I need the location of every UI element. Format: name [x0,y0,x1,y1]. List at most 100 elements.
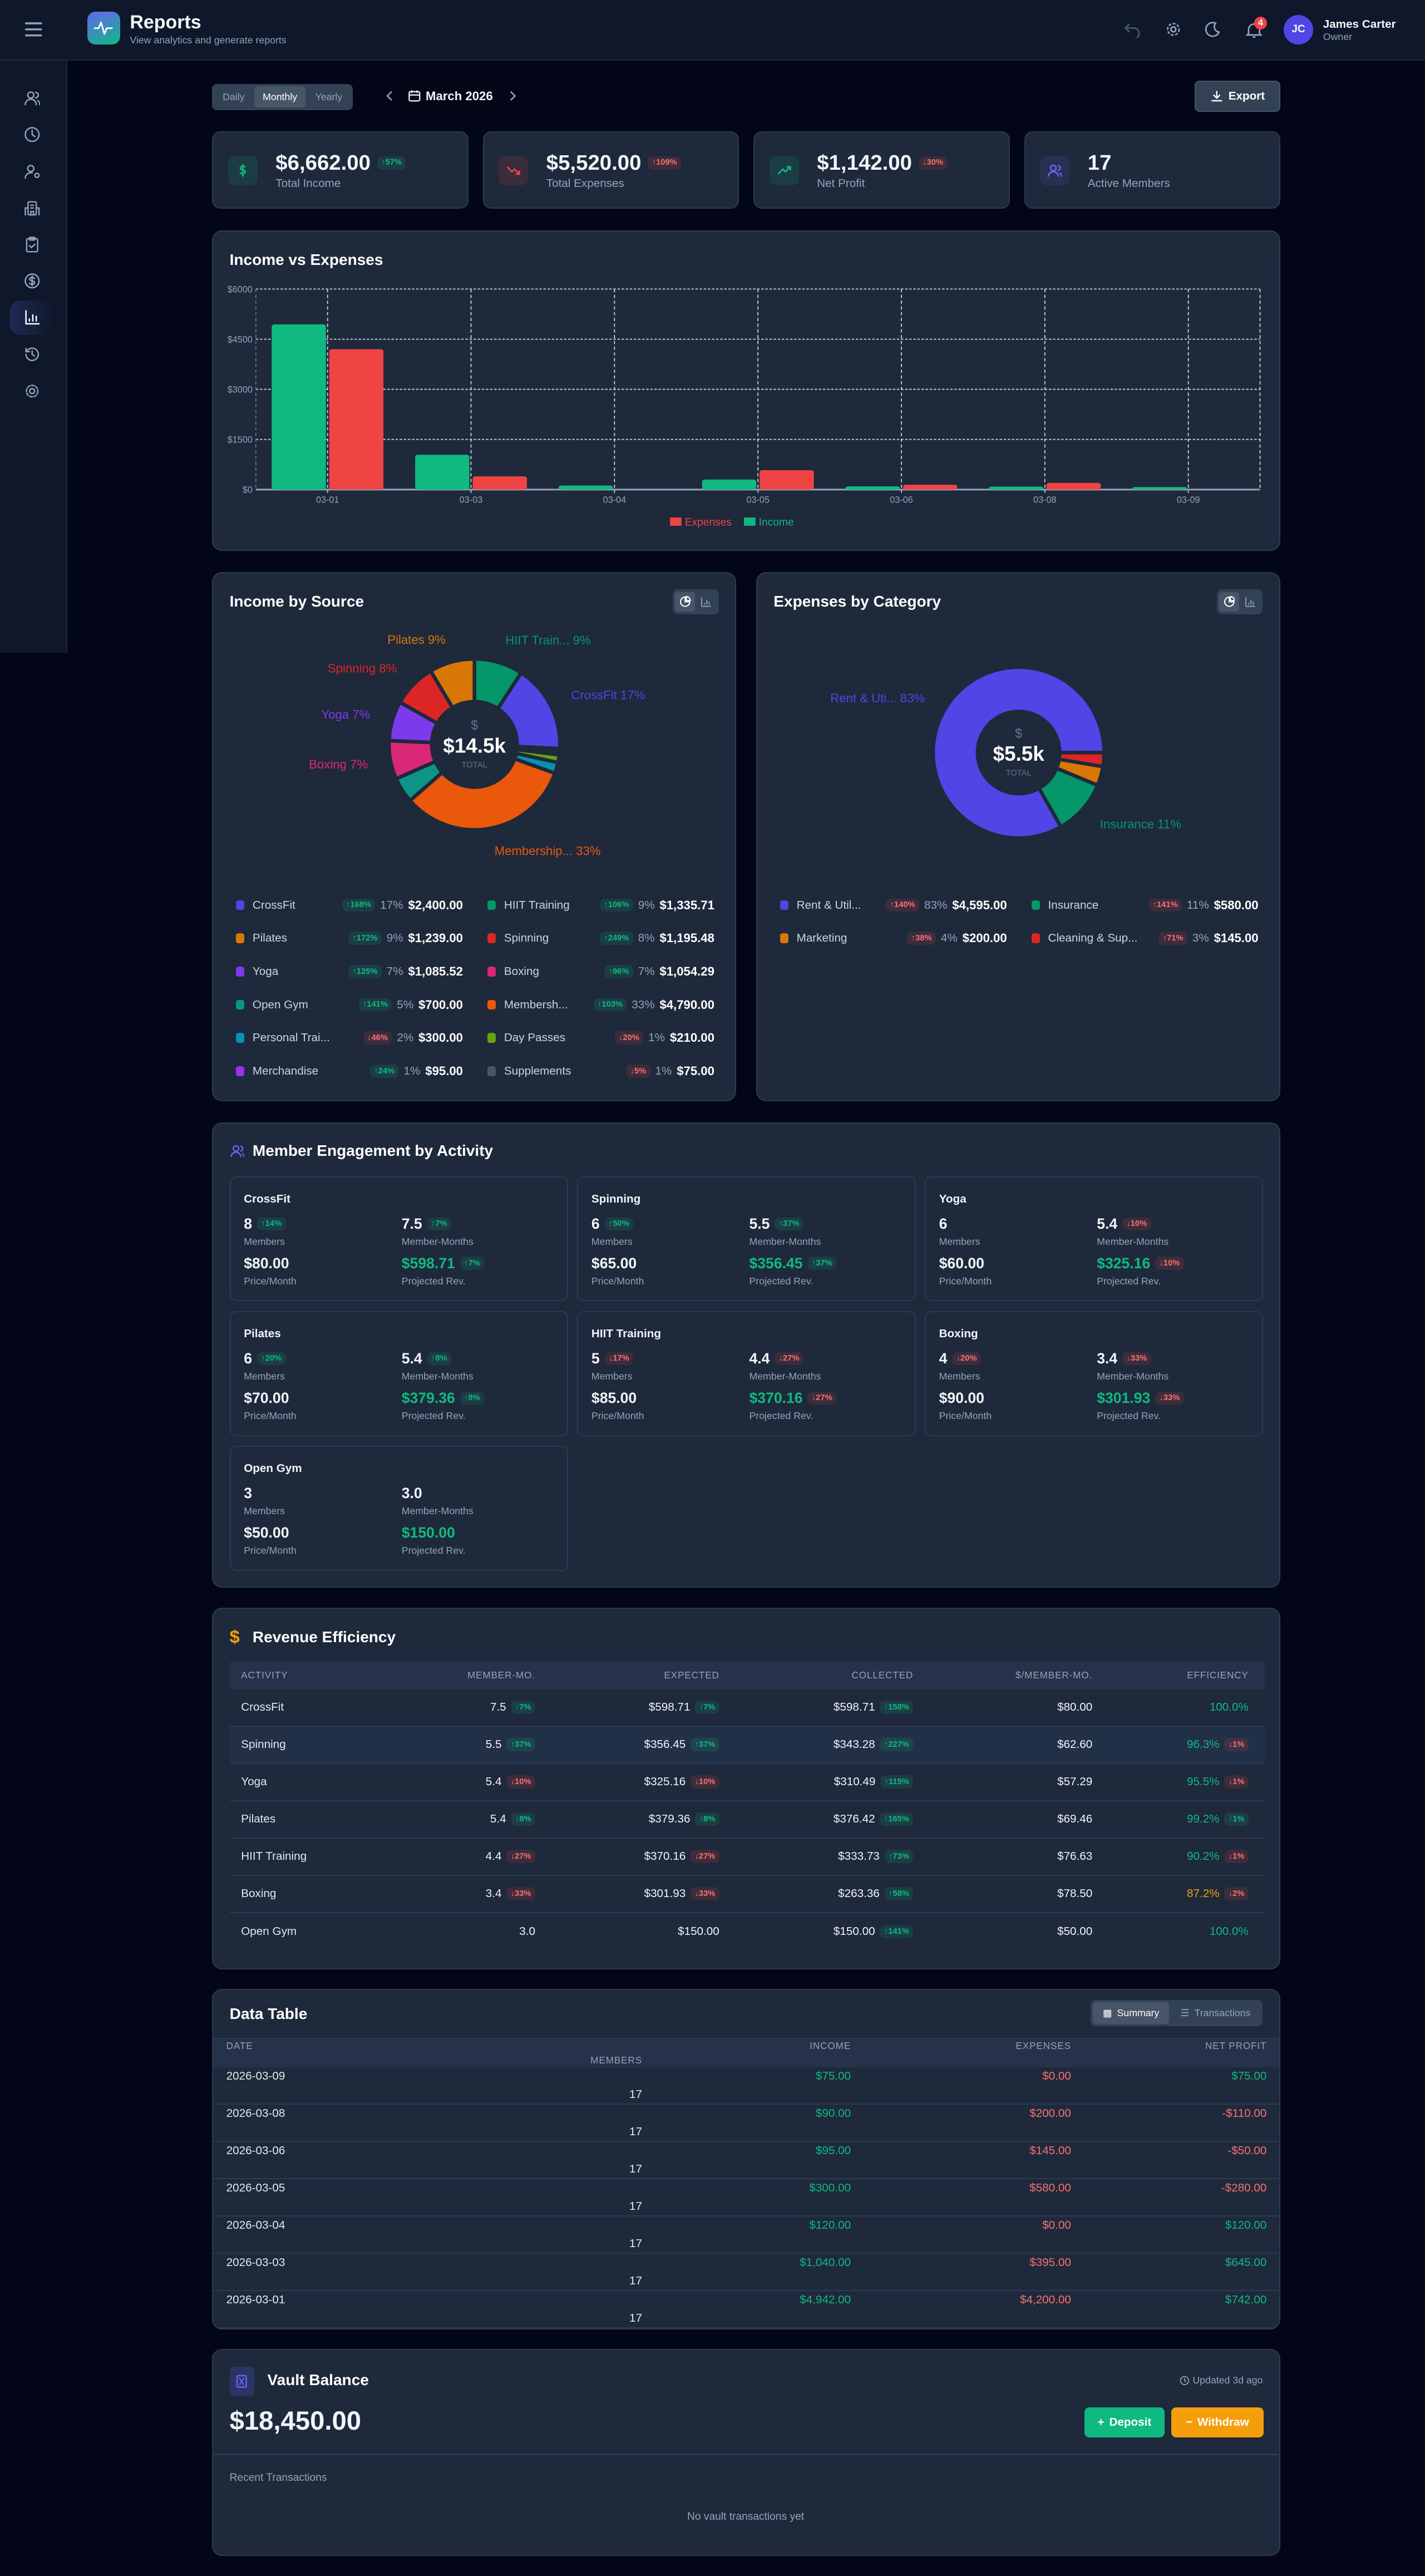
user-avatar[interactable]: JC [1283,14,1314,45]
chevron-right-icon[interactable] [506,90,518,102]
stat-value: $5,520.00 [546,150,642,175]
moon-icon[interactable] [1205,21,1221,38]
bar-income-03-08[interactable] [989,486,1043,490]
table-row[interactable]: 2026-03-03 $1,040.00 $395.00 $645.00 17 [213,2254,1280,2292]
pie-chart-icon[interactable] [1219,592,1239,612]
legend-item[interactable]: Cleaning & Sup... ↑71% 3% $145.00 [1032,930,1259,947]
bar-expenses-03-03[interactable] [472,476,527,490]
change-badge: ↑140% [886,898,920,912]
legend-item[interactable]: Supplements ↓5% 1% $75.00 [487,1063,714,1080]
deposit-button[interactable]: + Deposit [1084,2407,1165,2437]
legend-percent: 9% [386,932,403,945]
column-header[interactable]: NET PROFIT [1205,2040,1267,2052]
bar-income-03-06[interactable] [845,486,900,490]
table-row[interactable]: HIIT Training 4.4 ↓27% $370.16 ↓27% $333.73 ↑7… [229,1839,1265,1876]
table-row[interactable]: Boxing 3.4 ↓33% $301.93 ↓33% $263.36 ↑58% $78.5… [229,1876,1265,1913]
table-row[interactable]: Yoga 5.4 ↓10% $325.16 ↓10% $310.49 ↑115% $57.29… [229,1764,1265,1801]
legend-item[interactable]: Marketing ↑38% 4% $200.00 [780,930,1007,947]
table-row[interactable]: Spinning 5.5 ↑37% $356.45 ↑37% $343.28 ↑227% $6… [229,1726,1265,1764]
metric-value: 5.4 [401,1350,422,1367]
bar-expenses-03-05[interactable] [760,470,814,490]
date-label[interactable]: March 2026 [426,88,493,103]
legend-item[interactable]: Personal Trai... ↓46% 2% $300.00 [236,1030,463,1046]
undo-icon[interactable] [1124,21,1141,38]
export-button[interactable]: Export [1195,80,1280,112]
bar-expenses-03-01[interactable] [329,349,384,490]
sidebar-item-settings[interactable] [10,374,55,408]
arrow-down-icon: ↓ [608,1354,613,1363]
view-tab-summary[interactable]: ▦ Summary [1093,2002,1170,2024]
sidebar-item-dollar-circle[interactable] [10,264,55,298]
pie-chart-icon[interactable] [675,592,695,612]
sidebar-item-bar-chart[interactable] [9,300,55,335]
period-tab-monthly[interactable]: Monthly [254,86,305,108]
legend-item[interactable]: Open Gym ↑141% 5% $700.00 [236,997,463,1013]
legend-item[interactable]: CrossFit ↑168% 17% $2,400.00 [236,897,463,914]
chevron-left-icon[interactable] [384,90,396,102]
table-row[interactable]: Pilates 5.4 ↑8% $379.36 ↑8% $376.42 ↑165% $69.4… [229,1801,1265,1839]
bar-income-03-09[interactable] [1132,486,1187,490]
table-row[interactable]: 2026-03-08 $90.00 $200.00 -$110.00 17 [213,2105,1280,2142]
table-row[interactable]: Open Gym 3.0 $150.00 $150.00 ↑141% $50.00 100.… [230,1913,1265,1951]
sidebar-item-clipboard-check[interactable] [10,227,55,262]
bar-expenses-03-08[interactable] [1046,482,1101,490]
period-tab-yearly[interactable]: Yearly [315,91,343,102]
legend-label-income[interactable]: Income [759,516,794,528]
legend-item[interactable]: Spinning ↑249% 8% $1,195.48 [487,930,714,947]
settings-icon[interactable] [1165,21,1182,38]
table-row[interactable]: 2026-03-06 $95.00 $145.00 -$50.00 17 [213,2142,1280,2180]
column-header[interactable]: MEMBERS [590,2054,642,2066]
slice-crossfit[interactable] [496,671,562,751]
table-row[interactable]: 2026-03-04 $120.00 $0.00 $120.00 17 [213,2217,1280,2254]
change-badge: ↓27% [807,1391,837,1405]
column-header[interactable]: MEMBER-MO. [467,1669,535,1681]
sidebar-item-building[interactable] [10,190,55,225]
legend-item[interactable]: Membersh... ↑103% 33% $4,790.00 [487,997,714,1013]
period-tab-daily[interactable]: Daily [223,91,245,102]
hamburger-menu-icon[interactable] [24,21,42,38]
change-value: 27% [816,1393,832,1403]
column-header[interactable]: $/MEMBER-MO. [1015,1669,1093,1681]
expenses-donut-chart: Insurance 11% Rent & Uti... 83% $$5.5k TOTA… [830,665,1181,840]
legend-item[interactable]: Merchandise ↑24% 1% $95.00 [236,1063,463,1080]
sidebar-item-users[interactable] [10,81,55,115]
sidebar-item-user-cog[interactable] [10,154,55,188]
column-header[interactable]: ACTIVITY [241,1669,288,1681]
legend-item[interactable]: Pilates ↑172% 9% $1,239.00 [236,930,463,947]
bar-chart-icon[interactable] [1241,592,1260,612]
bar-income-03-05[interactable] [702,479,757,490]
slice-membersh-[interactable] [408,756,557,831]
table-row[interactable]: CrossFit 7.5 ↑7% $598.71 ↑7% $598.71 ↑158% $80.… [229,1690,1265,1727]
income-vs-expenses-card: Income vs Expenses $0 $1500 $3000 $4500 $600… [212,230,1280,551]
column-header[interactable]: EXPENSES [1015,2040,1071,2052]
bar-chart-icon[interactable] [697,592,716,612]
legend-item[interactable]: Boxing ↑96% 7% $1,054.29 [487,963,714,980]
sidebar-item-history[interactable] [10,337,55,372]
legend-item[interactable]: Rent & Util... ↑140% 83% $4,595.00 [780,897,1007,914]
slice-rent-util-[interactable] [931,665,1106,840]
bar-income-03-03[interactable] [415,454,470,490]
table-row[interactable]: 2026-03-09 $75.00 $0.00 $75.00 17 [213,2067,1280,2105]
column-header[interactable]: DATE [226,2040,253,2052]
bar-income-03-04[interactable] [558,485,613,490]
view-tab-transactions[interactable]: ☰ Transactions [1171,2002,1260,2023]
column-header[interactable]: EXPECTED [664,1669,719,1681]
legend-label-expenses[interactable]: Expenses [685,516,732,528]
legend-item[interactable]: Day Passes ↓20% 1% $210.00 [487,1030,714,1046]
bar-expenses-03-06[interactable] [903,484,958,490]
arrow-up-icon: ↑ [884,1927,889,1936]
view-label: Transactions [1194,2007,1251,2018]
column-header[interactable]: EFFICIENCY [1187,1669,1249,1681]
withdraw-button[interactable]: − Withdraw [1171,2407,1264,2437]
column-header[interactable]: COLLECTED [851,1669,914,1681]
table-row[interactable]: 2026-03-05 $300.00 $580.00 -$280.00 17 [213,2179,1280,2217]
legend-item[interactable]: HIIT Training ↑106% 9% $1,335.71 [487,897,714,914]
sidebar-item-clock[interactable] [10,117,55,152]
table-row[interactable]: 2026-03-01 $4,942.00 $4,200.00 $742.00 17 [213,2291,1280,2328]
legend-item[interactable]: Yoga ↑125% 7% $1,085.52 [236,963,463,980]
arrow-up-icon: ↑ [890,900,895,910]
legend-item[interactable]: Insurance ↑141% 11% $580.00 [1032,897,1259,914]
slice-pilates[interactable] [428,657,476,710]
column-header[interactable]: INCOME [810,2040,851,2052]
bar-income-03-01[interactable] [272,324,326,490]
